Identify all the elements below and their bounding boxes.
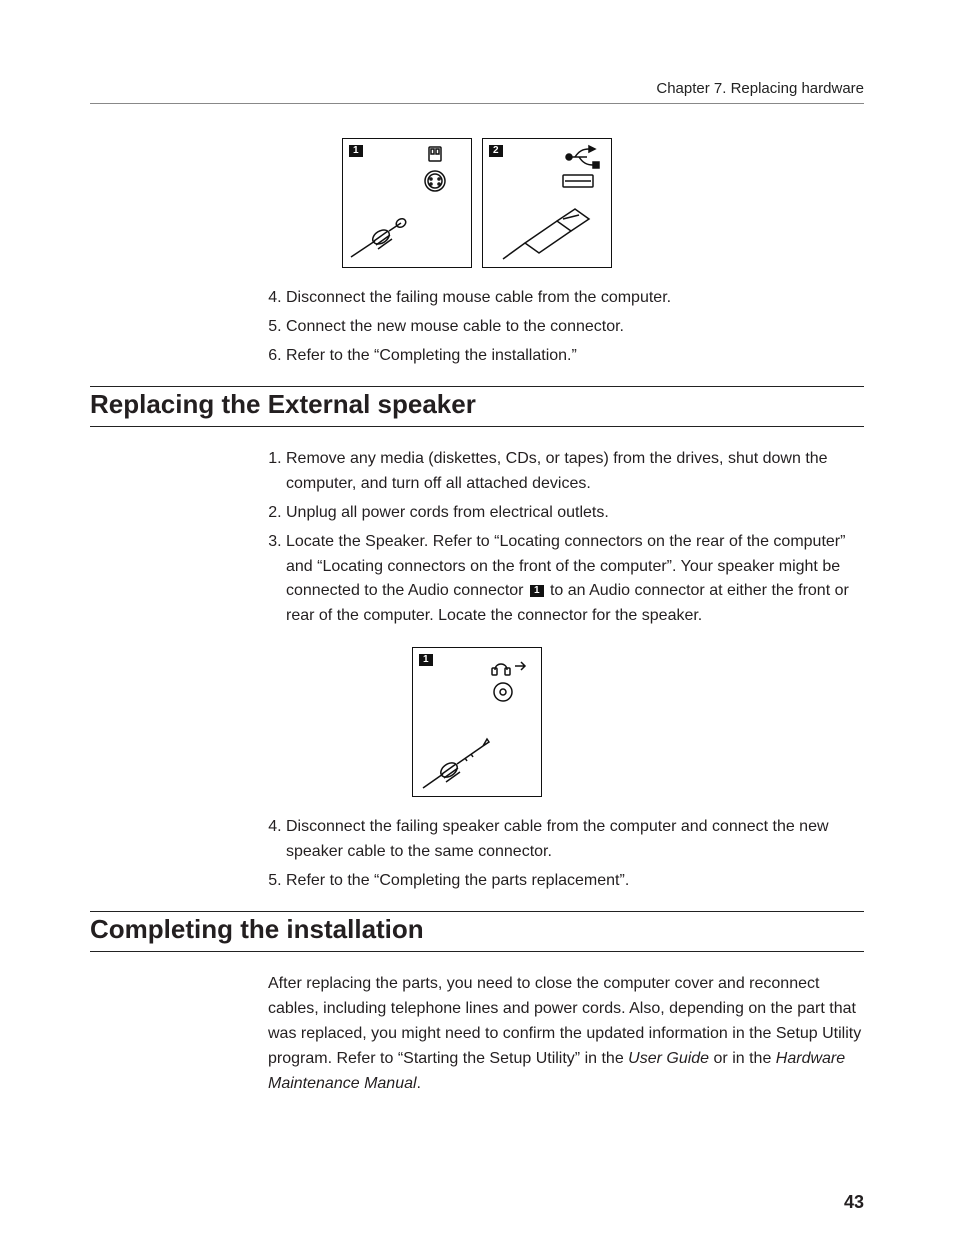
content-block-speaker-tail: Disconnect the failing speaker cable fro… (268, 815, 864, 893)
section-title-speaker: Replacing the External speaker (90, 389, 864, 424)
page: Chapter 7. Replacing hardware 1 (0, 0, 954, 1243)
running-head: Chapter 7. Replacing hardware (90, 80, 864, 97)
page-number: 43 (844, 1192, 864, 1213)
audio-jack-icon (413, 648, 541, 796)
callout-badge: 2 (489, 145, 503, 157)
section-rule-bottom (90, 426, 864, 427)
italic-user-guide: User Guide (628, 1050, 709, 1067)
step-item: Unplug all power cords from electrical o… (286, 501, 864, 526)
callout-badge: 1 (349, 145, 363, 157)
step-item: Refer to the “Completing the installatio… (286, 344, 864, 369)
section-rule-top (90, 911, 864, 912)
step-item: Connect the new mouse cable to the conne… (286, 315, 864, 340)
content-block-mouse-tail: Disconnect the failing mouse cable from … (268, 286, 864, 368)
content-block-completing: After replacing the parts, you need to c… (268, 972, 864, 1096)
callout-badge: 1 (419, 654, 433, 666)
figure-panel-audio: 1 (412, 647, 542, 797)
figure-speaker-connector: 1 (90, 647, 864, 797)
content-block-speaker: Remove any media (diskettes, CDs, or tap… (268, 447, 864, 629)
usb-connector-icon (483, 139, 611, 267)
steps-list-mouse-tail: Disconnect the failing mouse cable from … (268, 286, 864, 368)
completing-paragraph: After replacing the parts, you need to c… (268, 972, 864, 1096)
para-tail: . (417, 1075, 421, 1092)
step-item: Remove any media (diskettes, CDs, or tap… (286, 447, 864, 497)
section-rule-top (90, 386, 864, 387)
figure-panel-1: 1 (342, 138, 472, 268)
inline-callout-badge: 1 (530, 585, 544, 597)
step-item: Disconnect the failing mouse cable from … (286, 286, 864, 311)
section-rule-bottom (90, 951, 864, 952)
header-rule (90, 103, 864, 104)
step-item: Refer to the “Completing the parts repla… (286, 869, 864, 894)
steps-list-speaker: Remove any media (diskettes, CDs, or tap… (268, 447, 864, 629)
section-title-completing: Completing the installation (90, 914, 864, 949)
figure-panel-2: 2 (482, 138, 612, 268)
step-item: Disconnect the failing speaker cable fro… (286, 815, 864, 865)
ps2-connector-icon (343, 139, 471, 267)
step-item: Locate the Speaker. Refer to “Locating c… (286, 530, 864, 629)
para-mid: or in the (709, 1050, 776, 1067)
figure-mouse-connectors: 1 (90, 138, 864, 268)
steps-list-speaker-tail: Disconnect the failing speaker cable fro… (268, 815, 864, 893)
